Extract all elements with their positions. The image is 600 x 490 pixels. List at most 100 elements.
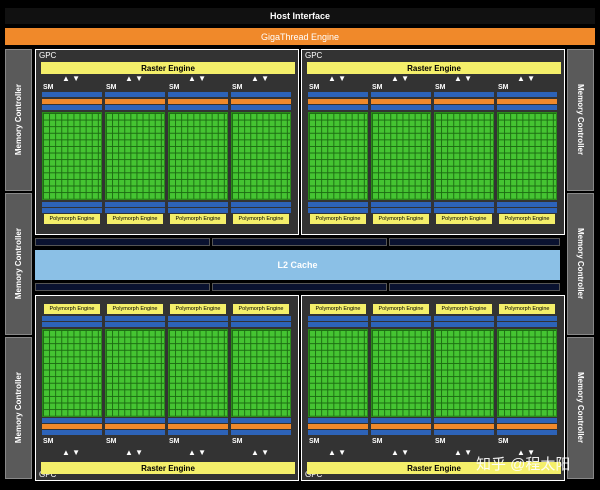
data-flow-arrow-icon: ▲ ▼: [125, 74, 144, 83]
gpc-label: GPC: [39, 470, 57, 479]
sm-label: SM: [498, 84, 509, 91]
cache-row: [105, 92, 165, 97]
cache-row: [168, 92, 228, 97]
cuda-core-grid: [168, 112, 228, 200]
sm-label: SM: [232, 84, 243, 91]
register-file-row: [231, 99, 291, 104]
cache-row: [434, 418, 494, 423]
cache-row: [105, 316, 165, 321]
cuda-core-grid: [434, 329, 494, 417]
cache-row: [168, 208, 228, 213]
gpc-block: GPC Raster Engine ▲ ▼ SM Polymorph Engine ▲ ▼…: [301, 49, 565, 235]
gpc-block: GPC Raster Engine ▲ ▼ SM Polymorph Engine ▲ ▼…: [35, 49, 299, 235]
cache-row: [168, 105, 228, 110]
sm-label: SM: [43, 438, 54, 445]
cache-row: [168, 430, 228, 435]
sm-block: SM Polymorph Engine: [371, 84, 431, 228]
memory-controller-label: Memory Controller: [576, 228, 585, 300]
cuda-core-grid: [371, 329, 431, 417]
sm-block: SM Polymorph Engine: [371, 304, 431, 448]
cache-row: [497, 202, 557, 207]
polymorph-engine: Polymorph Engine: [436, 214, 492, 224]
cache-row: [231, 430, 291, 435]
cache-row: [308, 430, 368, 435]
cuda-core-grid: [105, 112, 165, 200]
memory-controller: Memory Controller: [5, 193, 32, 335]
sm-block: SM Polymorph Engine: [231, 84, 291, 228]
data-flow-arrow-icon: ▲ ▼: [454, 448, 473, 457]
polymorph-engine: Polymorph Engine: [310, 214, 366, 224]
cache-row: [371, 208, 431, 213]
cache-row: [371, 430, 431, 435]
cache-row: [42, 316, 102, 321]
cache-row: [105, 105, 165, 110]
polymorph-engine: Polymorph Engine: [44, 214, 100, 224]
cache-row: [231, 418, 291, 423]
cache-row: [497, 316, 557, 321]
data-flow-arrow-icon: ▲ ▼: [391, 74, 410, 83]
register-file-row: [497, 424, 557, 429]
memory-controller: Memory Controller: [567, 49, 594, 191]
register-file-row: [434, 424, 494, 429]
polymorph-engine: Polymorph Engine: [107, 304, 163, 314]
cache-row: [434, 316, 494, 321]
cache-row: [497, 322, 557, 327]
cache-row: [308, 92, 368, 97]
data-flow-arrow-icon: ▲ ▼: [251, 74, 270, 83]
cache-row: [497, 92, 557, 97]
raster-engine: Raster Engine: [307, 62, 561, 74]
sm-block: SM Polymorph Engine: [497, 304, 557, 448]
register-file-row: [308, 424, 368, 429]
cuda-core-grid: [231, 329, 291, 417]
cache-row: [42, 202, 102, 207]
cache-row: [434, 430, 494, 435]
cuda-core-grid: [371, 112, 431, 200]
polymorph-engine: Polymorph Engine: [44, 304, 100, 314]
cuda-core-grid: [42, 112, 102, 200]
data-flow-arrow-icon: ▲ ▼: [517, 74, 536, 83]
sm-block: SM Polymorph Engine: [308, 84, 368, 228]
gpc-block: GPC Raster Engine ▲ ▼ SM Polymorph Engine ▲ ▼…: [301, 295, 565, 481]
memory-controller: Memory Controller: [567, 337, 594, 479]
gpc-label: GPC: [305, 470, 323, 479]
l2-cache: L2 Cache: [35, 250, 560, 280]
register-file-row: [168, 424, 228, 429]
raster-engine: Raster Engine: [41, 462, 295, 474]
sm-label: SM: [498, 438, 509, 445]
memory-controller-label: Memory Controller: [576, 84, 585, 156]
raster-engine: Raster Engine: [41, 62, 295, 74]
cache-row: [308, 208, 368, 213]
cache-row: [231, 105, 291, 110]
interconnect-bus: [389, 238, 560, 246]
polymorph-engine: Polymorph Engine: [233, 304, 289, 314]
gpc-label: GPC: [305, 51, 323, 60]
cache-row: [434, 322, 494, 327]
sm-label: SM: [232, 438, 243, 445]
register-file-row: [371, 99, 431, 104]
host-interface: Host Interface: [5, 8, 595, 24]
register-file-row: [434, 99, 494, 104]
data-flow-arrow-icon: ▲ ▼: [188, 448, 207, 457]
register-file-row: [308, 99, 368, 104]
cache-row: [105, 430, 165, 435]
cache-row: [168, 316, 228, 321]
data-flow-arrow-icon: ▲ ▼: [125, 448, 144, 457]
sm-label: SM: [169, 84, 180, 91]
memory-controller-label: Memory Controller: [576, 372, 585, 444]
polymorph-engine: Polymorph Engine: [170, 214, 226, 224]
interconnect-bus: [35, 238, 210, 246]
data-flow-arrow-icon: ▲ ▼: [188, 74, 207, 83]
register-file-row: [105, 424, 165, 429]
polymorph-engine: Polymorph Engine: [233, 214, 289, 224]
cache-row: [371, 92, 431, 97]
cache-row: [231, 208, 291, 213]
sm-label: SM: [372, 84, 383, 91]
cache-row: [497, 430, 557, 435]
cuda-core-grid: [231, 112, 291, 200]
cache-row: [434, 208, 494, 213]
data-flow-arrow-icon: ▲ ▼: [454, 74, 473, 83]
sm-label: SM: [106, 438, 117, 445]
cache-row: [105, 418, 165, 423]
data-flow-arrow-icon: ▲ ▼: [62, 74, 81, 83]
sm-block: SM Polymorph Engine: [42, 84, 102, 228]
